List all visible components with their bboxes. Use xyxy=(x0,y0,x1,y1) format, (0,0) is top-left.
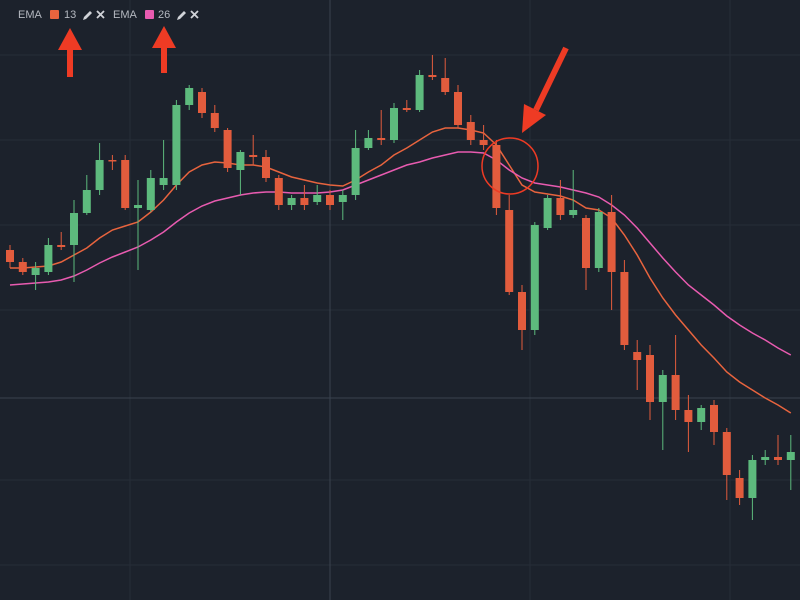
candle-body xyxy=(428,75,437,77)
legend-length: 13 xyxy=(64,9,76,21)
candle-body xyxy=(108,160,117,162)
arrow xyxy=(533,46,569,112)
candle-body xyxy=(326,195,334,205)
candle-body xyxy=(505,210,514,292)
candle-body xyxy=(377,138,386,140)
candle-body xyxy=(185,88,194,105)
candle-body xyxy=(786,452,795,460)
candle-body xyxy=(134,205,142,208)
candle-body xyxy=(95,160,104,190)
legend-length: 26 xyxy=(158,9,170,21)
candle-body xyxy=(274,178,283,205)
candle-body xyxy=(31,268,40,275)
close-icon[interactable] xyxy=(96,10,105,19)
candle-body xyxy=(57,245,66,247)
close-icon[interactable] xyxy=(190,10,199,19)
candle-body xyxy=(351,148,360,195)
candle-body xyxy=(735,478,744,498)
candle-body xyxy=(249,155,258,157)
candle-body xyxy=(82,190,91,213)
candle-body xyxy=(44,245,53,272)
candle-body xyxy=(646,355,654,402)
legend: EMA 13 EMA 26 xyxy=(18,9,199,21)
candle-body xyxy=(300,198,309,205)
legend-swatch xyxy=(50,10,59,19)
candle-body xyxy=(121,160,130,208)
candle-body xyxy=(518,292,526,330)
arrow-head xyxy=(58,28,82,50)
candle-body xyxy=(146,178,155,210)
candle-body xyxy=(172,105,181,185)
candle-body xyxy=(710,405,718,432)
candle-body xyxy=(761,457,770,460)
arrow-head xyxy=(522,104,546,133)
candle-body xyxy=(697,408,706,422)
legend-label: EMA xyxy=(18,9,43,21)
ema-line xyxy=(9,151,792,356)
candle-body xyxy=(159,178,168,185)
candle-body xyxy=(18,262,27,272)
candle-body xyxy=(223,130,232,168)
candle-body xyxy=(198,92,206,113)
candle-body xyxy=(210,113,219,128)
candle-body xyxy=(441,78,450,92)
candle-body xyxy=(569,210,578,215)
edit-icon[interactable] xyxy=(83,11,92,20)
highlight-circle xyxy=(481,137,539,195)
candle-body xyxy=(6,250,14,262)
candle-body xyxy=(530,225,539,330)
candle-body xyxy=(338,195,347,202)
candle-body xyxy=(236,152,245,170)
candle-body xyxy=(287,198,296,205)
candle-body xyxy=(748,460,757,498)
candle-body xyxy=(722,432,731,475)
candle-body xyxy=(415,75,424,110)
legend-label: EMA xyxy=(113,9,138,21)
candle-body xyxy=(671,375,680,410)
candle-body xyxy=(774,457,782,460)
candle-body xyxy=(390,108,398,140)
ema-line xyxy=(10,127,792,414)
plot-area xyxy=(6,55,795,520)
candle-body xyxy=(479,140,488,145)
candle-body xyxy=(364,138,373,148)
candle-body xyxy=(582,218,590,268)
candle-body xyxy=(594,212,603,268)
legend-swatch xyxy=(145,10,154,19)
candle-body xyxy=(543,198,552,228)
candle-body xyxy=(466,122,475,140)
candle-body xyxy=(684,410,693,422)
arrow-head xyxy=(152,26,176,48)
edit-icon[interactable] xyxy=(177,11,186,20)
candle-body xyxy=(556,198,565,215)
candle-body xyxy=(620,272,629,345)
candle-body xyxy=(313,195,322,202)
candle-body xyxy=(607,212,616,272)
candle-body xyxy=(402,108,411,110)
candle-body xyxy=(633,352,642,360)
candle-body xyxy=(70,213,78,245)
annotations xyxy=(58,26,569,195)
candle-body xyxy=(454,92,462,125)
candle-body xyxy=(262,157,270,178)
candle-body xyxy=(658,375,667,402)
candle-body xyxy=(492,145,501,208)
